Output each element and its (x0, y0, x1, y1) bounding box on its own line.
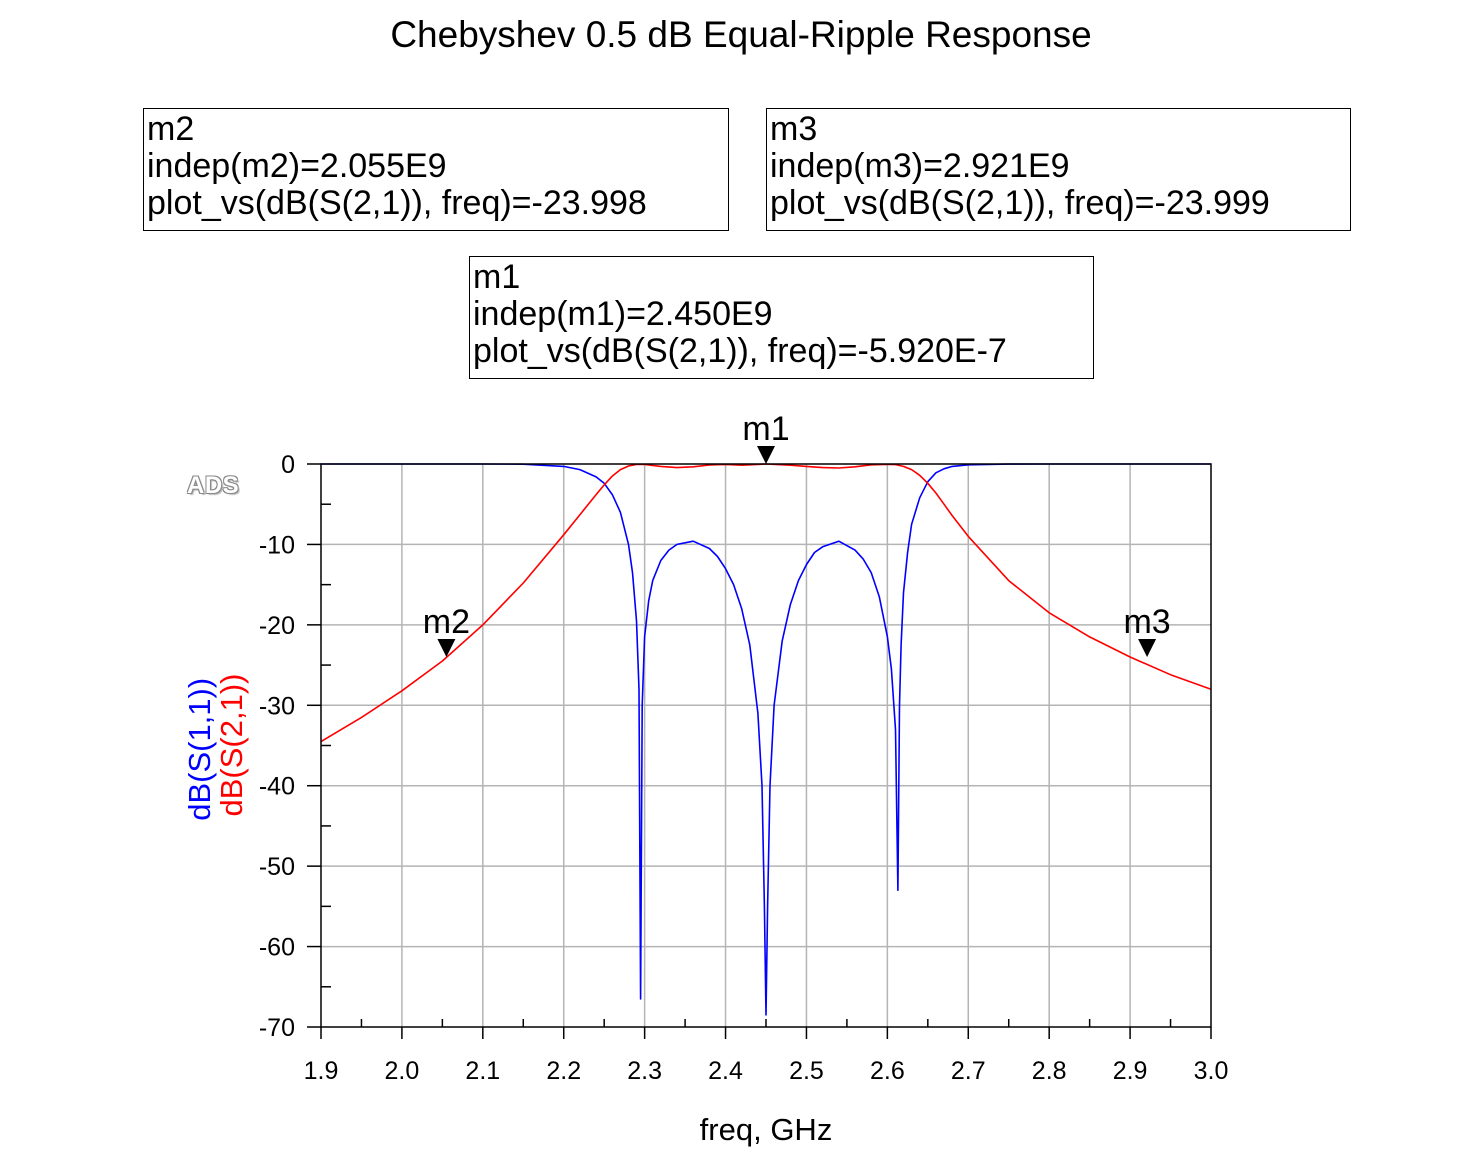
x-tick-label: 2.2 (546, 1057, 581, 1085)
x-tick-label: 1.9 (304, 1057, 339, 1085)
series-line-s11 (321, 463, 1211, 1016)
series-group (320, 463, 1212, 1016)
x-tick-label: 2.8 (1032, 1057, 1067, 1085)
marker-readout-indep: indep(m3)=2.921E9 (770, 147, 1070, 185)
x-tick-label: 3.0 (1194, 1057, 1229, 1085)
y-tick-label: -30 (259, 692, 295, 720)
y-axis-label-s21: dB(S(2,1)) (214, 674, 249, 817)
plot-frame (320, 463, 1212, 1028)
x-tick-label: 2.5 (789, 1057, 824, 1085)
chart-title: Chebyshev 0.5 dB Equal-Ripple Response (390, 14, 1092, 55)
marker-readout-name: m3 (770, 110, 818, 148)
x-tick-label: 2.1 (465, 1057, 500, 1085)
marker-readout-m1[interactable]: m1 indep(m1)=2.450E9 plot_vs(dB(S(2,1)),… (469, 256, 1094, 379)
x-axis-label: freq, GHz (700, 1112, 833, 1147)
marker-label-m2: m2 (423, 603, 470, 641)
marker-readout-m3[interactable]: m3 indep(m3)=2.921E9 plot_vs(dB(S(2,1)),… (766, 108, 1351, 231)
marker-triangle-m3[interactable] (1138, 639, 1157, 658)
marker-triangle-m1[interactable] (757, 446, 775, 464)
x-tick-label: 2.7 (951, 1057, 986, 1085)
marker-group: m1 m2 m3 (423, 410, 1171, 658)
marker-readout-indep: indep(m1)=2.450E9 (473, 295, 773, 333)
y-tick-label: -40 (259, 773, 295, 801)
y-axis-label: dB(S(1,1)) dB(S(2,1)) (182, 669, 249, 821)
grid (321, 464, 1211, 1027)
marker-label-m3: m3 (1123, 603, 1170, 641)
marker-readout-indep: indep(m2)=2.055E9 (147, 147, 447, 185)
y-tick-label: -10 (259, 531, 295, 559)
x-tick-label: 2.6 (870, 1057, 905, 1085)
x-tick-label: 2.3 (627, 1057, 662, 1085)
marker-readout-value: plot_vs(dB(S(2,1)), freq)=-5.920E-7 (473, 332, 1007, 370)
y-axis-label-s11: dB(S(1,1)) (182, 678, 217, 821)
ads-logo: ADS (187, 472, 240, 499)
y-tick-label: -60 (259, 934, 295, 962)
marker-readout-value: plot_vs(dB(S(2,1)), freq)=-23.999 (770, 184, 1270, 222)
marker-readout-value: plot_vs(dB(S(2,1)), freq)=-23.998 (147, 184, 647, 222)
x-tick-label: 2.9 (1113, 1057, 1148, 1085)
y-tick-label: -20 (259, 612, 295, 640)
marker-label-m1: m1 (742, 410, 789, 448)
y-tick-label: -70 (259, 1014, 295, 1042)
marker-triangle-m2[interactable] (437, 639, 456, 658)
x-tick-label: 2.0 (385, 1057, 420, 1085)
x-tick-label: 2.4 (708, 1057, 743, 1085)
y-tick-label: -50 (259, 853, 295, 881)
marker-readout-name: m1 (473, 258, 521, 296)
y-tick-label: 0 (281, 451, 295, 479)
axes: 1.9 2.0 2.1 2.2 2.3 2.4 2.5 2.6 2.7 2.8 2.9 3.0 0 -10… (259, 451, 1229, 1085)
marker-readout-name: m2 (147, 110, 195, 148)
marker-readout-m2[interactable]: m2 indep(m2)=2.055E9 plot_vs(dB(S(2,1)),… (143, 108, 729, 231)
